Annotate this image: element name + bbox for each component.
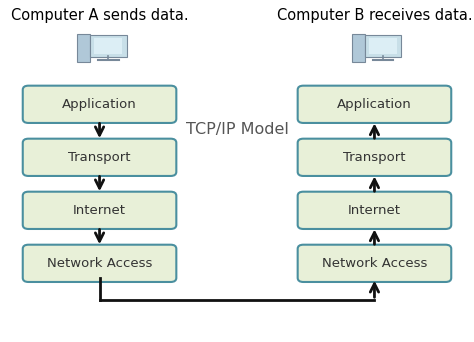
Text: Application: Application [337, 98, 412, 111]
FancyBboxPatch shape [298, 139, 451, 176]
FancyBboxPatch shape [23, 86, 176, 123]
Text: Network Access: Network Access [322, 257, 427, 270]
FancyBboxPatch shape [23, 192, 176, 229]
Text: Computer A sends data.: Computer A sends data. [11, 8, 188, 23]
Text: Internet: Internet [348, 204, 401, 217]
Text: Network Access: Network Access [47, 257, 152, 270]
Text: Application: Application [62, 98, 137, 111]
FancyBboxPatch shape [23, 245, 176, 282]
FancyBboxPatch shape [298, 192, 451, 229]
FancyBboxPatch shape [23, 139, 176, 176]
FancyBboxPatch shape [365, 35, 401, 57]
FancyBboxPatch shape [298, 86, 451, 123]
FancyBboxPatch shape [77, 34, 90, 62]
FancyBboxPatch shape [369, 38, 397, 54]
Text: Transport: Transport [343, 151, 406, 164]
Text: Transport: Transport [68, 151, 131, 164]
FancyBboxPatch shape [90, 35, 127, 57]
FancyBboxPatch shape [94, 38, 122, 54]
Text: Computer B receives data.: Computer B receives data. [277, 8, 472, 23]
Text: TCP/IP Model: TCP/IP Model [185, 122, 289, 137]
Text: Internet: Internet [73, 204, 126, 217]
FancyBboxPatch shape [352, 34, 365, 62]
FancyBboxPatch shape [298, 245, 451, 282]
